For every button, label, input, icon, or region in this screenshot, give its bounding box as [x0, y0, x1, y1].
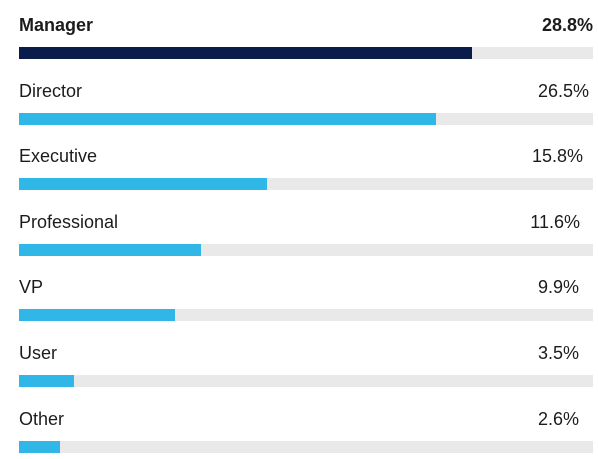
- category-label: Executive: [19, 146, 98, 167]
- bar-row: Manager 28.8%: [19, 9, 593, 65]
- value-label: 9.9%: [537, 277, 579, 298]
- bar-row: Executive 15.8%: [19, 140, 593, 196]
- bar-track: [19, 375, 593, 387]
- category-label: VP: [19, 277, 44, 298]
- bar: [19, 243, 201, 256]
- value-label: 15.8%: [531, 146, 583, 167]
- bar-row: VP 9.9%: [19, 271, 593, 327]
- category-label: Professional: [19, 211, 119, 232]
- horizontal-bar-chart: Manager 28.8% Director 26.5% Executive 15.8% P…: [19, 9, 593, 453]
- bar-track: [19, 47, 593, 59]
- value-label: 11.6%: [530, 211, 580, 232]
- bar-track: [19, 309, 593, 322]
- bar: [19, 178, 267, 191]
- category-label: User: [19, 343, 58, 363]
- bar-track: [19, 112, 593, 125]
- bar-row: Professional 11.6%: [19, 206, 593, 262]
- category-label: Manager: [19, 15, 94, 35]
- bar-row: Director 26.5%: [19, 75, 593, 131]
- category-label: Other: [19, 408, 65, 429]
- value-label: 3.5%: [537, 343, 579, 363]
- bar-row: Other 2.6%: [19, 403, 593, 459]
- value-label: 26.5%: [537, 80, 589, 101]
- bar-track: [19, 178, 593, 191]
- bar: [19, 309, 175, 322]
- bar-track: [19, 243, 593, 256]
- bar-row: User 3.5%: [19, 337, 593, 393]
- bar: [19, 47, 472, 59]
- bar: [19, 112, 436, 125]
- bar: [19, 375, 74, 387]
- value-label: 28.8%: [541, 15, 593, 35]
- value-label: 2.6%: [537, 408, 579, 429]
- category-label: Director: [19, 80, 83, 101]
